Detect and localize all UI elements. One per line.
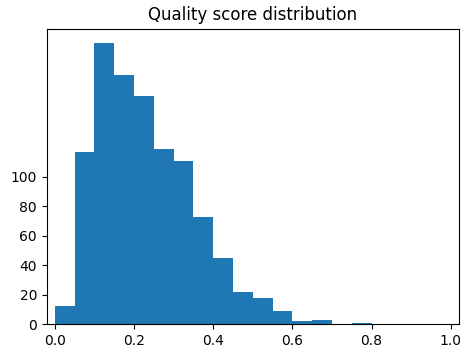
Bar: [154, 149, 174, 324]
Bar: [74, 152, 95, 324]
Bar: [272, 311, 292, 324]
Title: Quality score distribution: Quality score distribution: [148, 6, 357, 24]
Bar: [292, 321, 312, 324]
Bar: [253, 297, 272, 324]
Bar: [114, 75, 134, 324]
Bar: [193, 217, 213, 324]
Bar: [55, 306, 74, 324]
Bar: [312, 320, 332, 324]
Bar: [213, 258, 233, 324]
Bar: [174, 161, 193, 324]
Bar: [134, 96, 154, 324]
Bar: [95, 43, 114, 324]
Bar: [352, 323, 372, 324]
Bar: [233, 292, 253, 324]
